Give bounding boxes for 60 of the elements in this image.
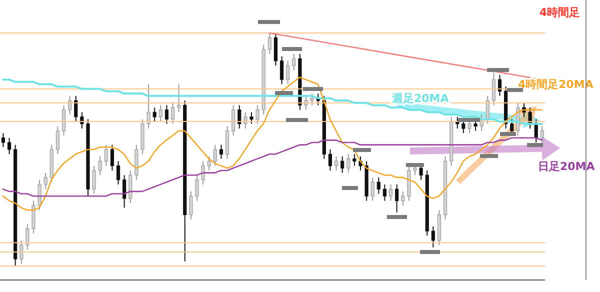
chart-title: 4時間足 [539, 5, 580, 20]
candlestick [370, 176, 374, 202]
candlestick [128, 170, 132, 204]
candlestick [492, 72, 496, 106]
candlestick [20, 240, 24, 264]
candlestick [26, 224, 30, 250]
series-label: 週足20MA [390, 92, 450, 105]
candlestick [250, 112, 254, 124]
candlestick [195, 174, 199, 202]
candlestick [401, 190, 405, 206]
candlestick [170, 102, 175, 124]
candlestick [352, 154, 356, 166]
candlestick [328, 148, 332, 171]
candlestick [256, 104, 260, 124]
candlestick [540, 126, 544, 143]
candlestick [74, 95, 78, 122]
candlestick [268, 32, 272, 54]
candlestick [431, 226, 435, 248]
candlestick [80, 112, 84, 130]
candlestick [7, 137, 12, 155]
candlestick [201, 160, 205, 185]
candlestick [177, 84, 181, 113]
candlestick [232, 104, 236, 136]
candlestick [92, 165, 96, 194]
candlestick [304, 95, 308, 110]
candlestick [207, 156, 211, 171]
candlestick [116, 160, 120, 185]
candlestick [122, 174, 126, 208]
candlestick [164, 104, 169, 124]
candlestick [189, 190, 193, 220]
candlestick [346, 154, 350, 174]
candlestick [98, 156, 102, 176]
candlestick [44, 172, 48, 190]
candlestick [310, 93, 314, 106]
candlestick [219, 144, 224, 160]
candlestick [146, 84, 150, 130]
candlestick [340, 156, 344, 174]
candlestick [158, 104, 162, 122]
candlestick [286, 60, 290, 85]
candlestick [382, 184, 387, 202]
candlestick [56, 126, 60, 155]
candlestick [213, 144, 217, 166]
candlestick [388, 184, 393, 202]
candlestick [238, 104, 242, 130]
candlestick [395, 184, 399, 213]
candlestick [152, 107, 156, 122]
candlestick [1, 132, 6, 148]
candlestick [280, 56, 284, 85]
candlestick [244, 112, 248, 130]
series-label: 4時間足20MA [518, 78, 594, 91]
candlestick [274, 32, 278, 66]
candlestick [334, 156, 338, 171]
candlestick [225, 126, 230, 160]
candlestick [62, 104, 66, 136]
candlestick [32, 200, 36, 234]
candlestick [110, 144, 114, 171]
candlestick [104, 144, 108, 166]
candlestick [292, 53, 296, 71]
candlestick [376, 176, 380, 194]
candlestick [38, 179, 42, 211]
